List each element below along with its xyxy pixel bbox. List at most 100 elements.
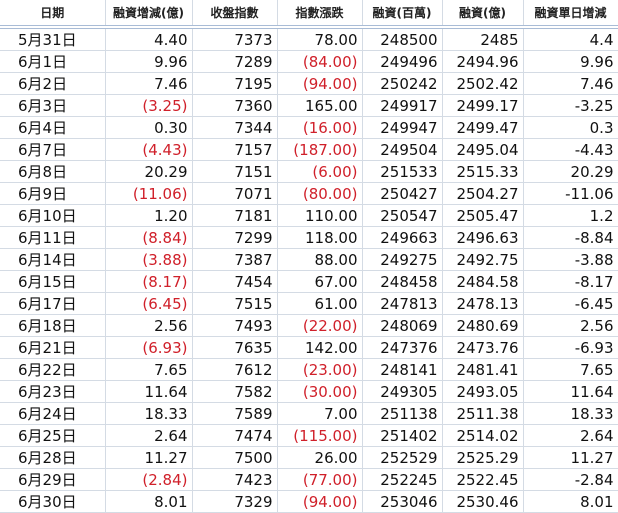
cell-date[interactable]: 6月23日 [0,380,106,403]
header-date[interactable]: 日期 [0,0,106,29]
cell-margin-100m[interactable]: 2502.42 [442,72,524,95]
cell-margin-million[interactable]: 250547 [362,204,443,227]
cell-daily-change[interactable]: -2.84 [523,468,618,491]
header-daily-change[interactable]: 融資單日增減 [523,0,618,29]
cell-margin-million[interactable]: 251533 [362,160,443,183]
cell-margin-million[interactable]: 249504 [362,138,443,161]
cell-margin-million[interactable]: 251138 [362,402,443,425]
cell-index-change[interactable]: 110.00 [277,204,363,227]
cell-close-index[interactable]: 7299 [192,226,278,249]
cell-margin-million[interactable]: 247813 [362,292,443,315]
cell-margin-million[interactable]: 252245 [362,468,443,491]
cell-margin-change[interactable]: 2.56 [105,314,193,337]
cell-date[interactable]: 6月7日 [0,138,106,161]
header-margin-million[interactable]: 融資(百萬) [362,0,443,29]
cell-margin-change[interactable]: 9.96 [105,50,193,73]
cell-date[interactable]: 6月22日 [0,358,106,381]
cell-margin-change[interactable]: 20.29 [105,160,193,183]
cell-index-change[interactable]: 26.00 [277,446,363,469]
cell-close-index[interactable]: 7329 [192,490,278,513]
cell-close-index[interactable]: 7373 [192,27,278,51]
cell-daily-change[interactable]: 1.2 [523,204,618,227]
cell-close-index[interactable]: 7195 [192,72,278,95]
cell-margin-million[interactable]: 253046 [362,490,443,513]
cell-daily-change[interactable]: 0.3 [523,116,618,139]
cell-date[interactable]: 6月28日 [0,446,106,469]
cell-date[interactable]: 6月11日 [0,226,106,249]
cell-margin-100m[interactable]: 2525.29 [442,446,524,469]
cell-margin-100m[interactable]: 2478.13 [442,292,524,315]
cell-index-change[interactable]: (84.00) [277,50,363,73]
header-index-change[interactable]: 指數漲跌 [277,0,363,29]
cell-close-index[interactable]: 7474 [192,424,278,447]
cell-daily-change[interactable]: -6.93 [523,336,618,359]
cell-close-index[interactable]: 7387 [192,248,278,271]
cell-index-change[interactable]: (30.00) [277,380,363,403]
cell-date[interactable]: 6月21日 [0,336,106,359]
cell-margin-million[interactable]: 252529 [362,446,443,469]
cell-index-change[interactable]: 142.00 [277,336,363,359]
cell-index-change[interactable]: (187.00) [277,138,363,161]
cell-close-index[interactable]: 7454 [192,270,278,293]
cell-margin-100m[interactable]: 2499.47 [442,116,524,139]
cell-index-change[interactable]: 88.00 [277,248,363,271]
cell-margin-change[interactable]: 2.64 [105,424,193,447]
cell-margin-100m[interactable]: 2493.05 [442,380,524,403]
cell-daily-change[interactable]: -6.45 [523,292,618,315]
cell-close-index[interactable]: 7515 [192,292,278,315]
cell-close-index[interactable]: 7635 [192,336,278,359]
cell-close-index[interactable]: 7360 [192,94,278,117]
cell-daily-change[interactable]: 18.33 [523,402,618,425]
cell-close-index[interactable]: 7612 [192,358,278,381]
cell-margin-change[interactable]: (8.17) [105,270,193,293]
cell-margin-100m[interactable]: 2473.76 [442,336,524,359]
cell-margin-100m[interactable]: 2511.38 [442,402,524,425]
cell-margin-change[interactable]: 18.33 [105,402,193,425]
cell-daily-change[interactable]: 7.46 [523,72,618,95]
cell-daily-change[interactable]: -3.88 [523,248,618,271]
cell-daily-change[interactable]: -4.43 [523,138,618,161]
cell-close-index[interactable]: 7289 [192,50,278,73]
cell-date[interactable]: 5月31日 [0,27,106,51]
cell-date[interactable]: 6月8日 [0,160,106,183]
cell-index-change[interactable]: (80.00) [277,182,363,205]
cell-close-index[interactable]: 7151 [192,160,278,183]
cell-margin-100m[interactable]: 2515.33 [442,160,524,183]
cell-index-change[interactable]: (115.00) [277,424,363,447]
cell-date[interactable]: 6月9日 [0,182,106,205]
cell-index-change[interactable]: (22.00) [277,314,363,337]
cell-daily-change[interactable]: 9.96 [523,50,618,73]
cell-margin-million[interactable]: 251402 [362,424,443,447]
cell-close-index[interactable]: 7500 [192,446,278,469]
cell-close-index[interactable]: 7582 [192,380,278,403]
cell-margin-change[interactable]: 7.65 [105,358,193,381]
cell-margin-million[interactable]: 248069 [362,314,443,337]
cell-margin-million[interactable]: 249663 [362,226,443,249]
cell-index-change[interactable]: (23.00) [277,358,363,381]
cell-index-change[interactable]: 118.00 [277,226,363,249]
cell-margin-100m[interactable]: 2522.45 [442,468,524,491]
cell-margin-change[interactable]: (11.06) [105,182,193,205]
cell-margin-change[interactable]: (8.84) [105,226,193,249]
cell-margin-change[interactable]: 1.20 [105,204,193,227]
cell-date[interactable]: 6月18日 [0,314,106,337]
cell-date[interactable]: 6月10日 [0,204,106,227]
cell-index-change[interactable]: 165.00 [277,94,363,117]
cell-margin-million[interactable]: 249305 [362,380,443,403]
cell-daily-change[interactable]: -3.25 [523,94,618,117]
cell-date[interactable]: 6月15日 [0,270,106,293]
cell-date[interactable]: 6月29日 [0,468,106,491]
cell-margin-change[interactable]: (2.84) [105,468,193,491]
cell-margin-million[interactable]: 250427 [362,182,443,205]
cell-margin-100m[interactable]: 2505.47 [442,204,524,227]
cell-daily-change[interactable]: 7.65 [523,358,618,381]
cell-margin-change[interactable]: 8.01 [105,490,193,513]
cell-margin-change[interactable]: (6.45) [105,292,193,315]
cell-daily-change[interactable]: 11.27 [523,446,618,469]
cell-index-change[interactable]: (94.00) [277,72,363,95]
cell-margin-100m[interactable]: 2484.58 [442,270,524,293]
cell-daily-change[interactable]: 2.64 [523,424,618,447]
cell-margin-change[interactable]: (3.88) [105,248,193,271]
cell-margin-million[interactable]: 248458 [362,270,443,293]
cell-date[interactable]: 6月14日 [0,248,106,271]
